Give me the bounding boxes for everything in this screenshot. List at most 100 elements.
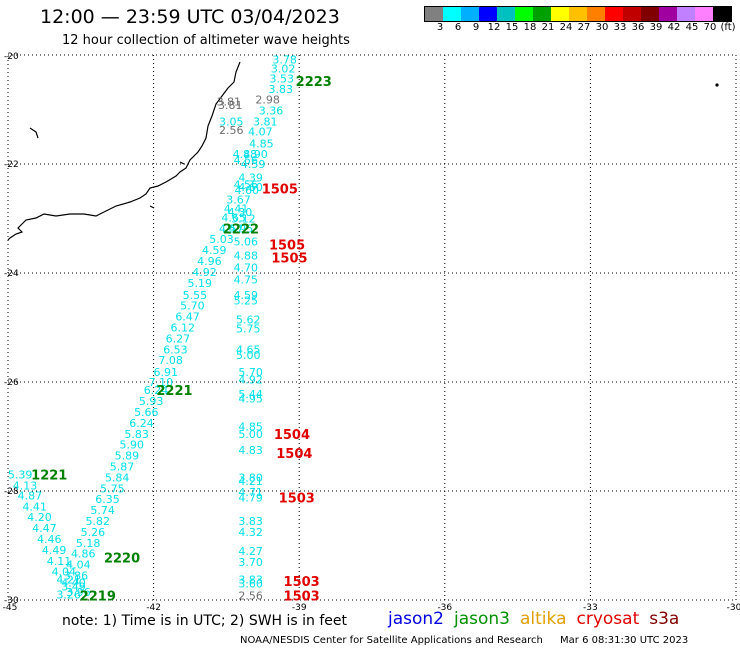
wave-height-value: 4.56 bbox=[234, 154, 259, 167]
lon-tick-label: -30 bbox=[727, 603, 740, 612]
color-swatch bbox=[623, 7, 641, 21]
wave-height-value: 3.81 bbox=[253, 115, 278, 128]
color-scale-label: (ft) bbox=[720, 22, 736, 33]
wave-height-value: 3.83 bbox=[238, 515, 263, 528]
map-subtitle: 12 hour collection of altimeter wave hei… bbox=[62, 33, 350, 48]
wave-height-value: 7.08 bbox=[158, 354, 183, 367]
pass-id-label: 1504 bbox=[276, 447, 312, 462]
color-swatch bbox=[587, 7, 605, 21]
wave-height-value: 4.70 bbox=[234, 262, 259, 275]
color-swatch bbox=[497, 7, 515, 21]
altimeter-map: -45 -42 -39 -36 -33 -30 -20 -22 -24 -26 -28 -30 3.7… bbox=[3, 52, 740, 612]
wave-height-value: 3.02 bbox=[271, 63, 296, 76]
wave-height-value: 3.26 bbox=[56, 589, 81, 602]
wave-height-value: 5.55 bbox=[183, 289, 208, 302]
color-swatch bbox=[515, 7, 533, 21]
axis-ticks: -45 -42 -39 -36 -33 -30 -20 -22 -24 -26 -28 -30 bbox=[3, 52, 740, 612]
wave-height-value: 3.05 bbox=[219, 115, 244, 128]
pass-id-label: 2222 bbox=[223, 222, 259, 237]
pass-id-label: 2220 bbox=[104, 551, 140, 566]
wave-height-value: 4.85 bbox=[249, 137, 274, 150]
wave-height-value: 3.36 bbox=[259, 105, 284, 118]
wave-height-value: 3.78 bbox=[272, 53, 297, 66]
wave-height-value: 4.11 bbox=[47, 555, 72, 568]
mission-label: altika bbox=[520, 609, 567, 629]
wave-height-value: 6.24 bbox=[129, 417, 154, 430]
color-scale-label: 45 bbox=[685, 22, 699, 33]
wave-height-value: 4.86 bbox=[71, 548, 96, 561]
color-scale-label: 12 bbox=[487, 22, 501, 33]
lon-tick-label: -39 bbox=[292, 603, 307, 612]
wave-height-value: 4.21 bbox=[238, 475, 263, 488]
lon-tick-label: -45 bbox=[3, 603, 18, 612]
island-marker bbox=[715, 83, 719, 87]
wave-height-value: 3.81 bbox=[217, 95, 242, 108]
pass-id-label: 1505 bbox=[269, 239, 305, 254]
wave-height-value: 4.87 bbox=[18, 489, 43, 502]
wave-height-value: 7.10 bbox=[149, 376, 174, 389]
color-swatch bbox=[641, 7, 659, 21]
map-border bbox=[7, 54, 737, 601]
pass-id-label: 1503 bbox=[284, 575, 320, 590]
color-scale-label: 24 bbox=[559, 22, 573, 33]
coastline bbox=[7, 61, 241, 241]
wave-height-value: 3.53 bbox=[269, 72, 294, 85]
timestamp: Mar 6 08:31:30 UTC 2023 bbox=[560, 635, 689, 646]
wave-height-value: 4.40 bbox=[61, 577, 86, 590]
color-swatch bbox=[659, 7, 677, 21]
wave-height-value: 4.07 bbox=[248, 125, 273, 138]
footer-note: note: 1) Time is in UTC; 2) SWH is in fe… bbox=[62, 613, 348, 629]
mission-label: s3a bbox=[649, 609, 680, 629]
lat-tick-label: -22 bbox=[4, 160, 19, 170]
wave-height-value: 6.35 bbox=[95, 493, 120, 506]
color-swatch bbox=[461, 7, 479, 21]
wave-height-value: 4.60 bbox=[238, 181, 263, 194]
wave-height-value: 4.20 bbox=[27, 511, 52, 524]
pass-id-label: 1504 bbox=[274, 428, 310, 443]
wave-height-value: 4.39 bbox=[238, 172, 263, 185]
wave-height-value: 4.32 bbox=[238, 526, 263, 539]
credit-text: NOAA/NESDIS Center for Satellite Applica… bbox=[240, 635, 543, 646]
wave-height-observations: 3.783.023.533.832.983.813.81 3.363.05 3.81… bbox=[8, 53, 297, 602]
mission-label: cryosat bbox=[576, 609, 640, 629]
wave-height-value: 4.92 bbox=[238, 373, 263, 386]
wave-height-value: 3.86 bbox=[64, 569, 89, 582]
wave-height-value: 2.98 bbox=[255, 94, 280, 107]
wave-height-value: 5.66 bbox=[134, 406, 159, 419]
wave-height-value: 4.95 bbox=[238, 392, 263, 405]
color-scale-label: 42 bbox=[667, 22, 681, 33]
wave-height-value: 4.56 bbox=[234, 179, 259, 192]
wave-height-value: 5.06 bbox=[234, 235, 259, 248]
wave-height-value: 5.83 bbox=[124, 428, 149, 441]
lat-tick-label: -24 bbox=[4, 269, 19, 279]
color-scale-label: 27 bbox=[577, 22, 591, 33]
color-swatch bbox=[569, 7, 587, 21]
color-scale-label: 15 bbox=[505, 22, 519, 33]
color-swatch bbox=[443, 7, 461, 21]
mission-label: jason3 bbox=[454, 609, 510, 629]
wave-height-value: 5.03 bbox=[209, 233, 234, 246]
lat-tick-label: -20 bbox=[4, 52, 19, 62]
color-swatch bbox=[713, 7, 731, 21]
wave-height-value: 3.96 bbox=[66, 586, 91, 599]
wave-height-value: 5.93 bbox=[139, 395, 164, 408]
wave-height-value: 6.27 bbox=[166, 332, 191, 345]
color-swatch bbox=[425, 7, 443, 21]
wave-height-value: 4.79 bbox=[238, 492, 263, 505]
wave-height-value: 6.24 bbox=[144, 384, 169, 397]
color-swatch bbox=[605, 7, 623, 21]
wave-height-value: 5.70 bbox=[180, 300, 205, 313]
wave-height-value: 2.56 bbox=[238, 590, 263, 603]
wave-height-value: 3.60 bbox=[238, 578, 263, 591]
pass-id-label: 1221 bbox=[31, 469, 67, 484]
wave-height-value: 4.60 bbox=[235, 184, 260, 197]
pass-id-label: 1503 bbox=[279, 492, 315, 507]
color-scale-label: 30 bbox=[595, 22, 609, 33]
wave-height-value: 4.57 bbox=[219, 222, 244, 235]
wave-height-value: 5.75 bbox=[236, 323, 261, 336]
map-frame bbox=[7, 54, 737, 601]
wave-height-value: 5.70 bbox=[238, 366, 263, 379]
wave-height-value: 3.49 bbox=[61, 580, 86, 593]
lon-tick-label: -42 bbox=[146, 603, 161, 612]
color-swatch bbox=[695, 7, 713, 21]
